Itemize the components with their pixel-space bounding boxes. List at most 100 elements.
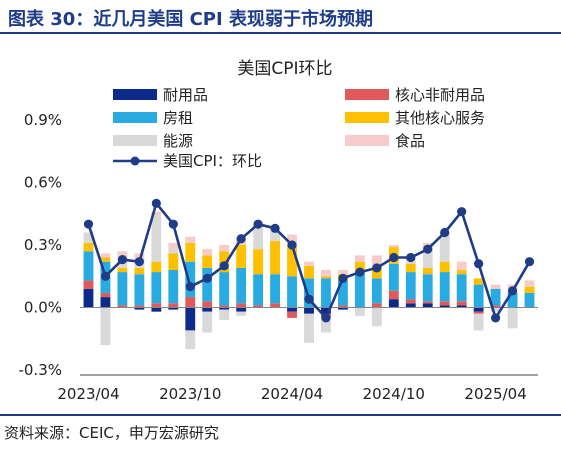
bar-rent [524,292,535,308]
bar-food [490,284,501,289]
bar-food [151,211,162,216]
bar-durables [287,307,297,312]
legend-label-cpi: 美国CPI：环比 [163,152,262,170]
bar-energy [422,249,433,268]
bar-food [185,236,196,243]
figure-source: 资料来源：CEIC，申万宏源研究 [4,424,219,442]
bar-food [219,245,230,252]
bar-other_core_services [321,276,331,279]
legend-swatch-core_other [345,89,389,100]
bar-other_core_services [456,270,467,275]
cpi-point [151,198,161,208]
bar-durables [439,305,450,308]
legend-swatch-food [345,135,389,146]
bar-food [321,270,331,277]
bar-durables [100,297,111,308]
cpi-point [474,259,484,269]
bar-rent [202,267,213,302]
legend-label-durables: 耐用品 [163,86,208,104]
cpi-point [304,294,314,304]
x-tick-label: 2025/04 [464,385,526,403]
bar-energy [202,311,213,333]
legend-label-other_core_services: 其他核心服务 [395,109,485,127]
bar-rent [473,284,484,308]
y-tick-label: 0.9% [24,111,62,129]
bar-energy [354,307,365,316]
bar-rent [185,261,196,298]
bar-food [388,245,399,248]
bar-rent [405,272,416,300]
bar-core_other [439,301,450,306]
bar-energy [100,307,111,345]
cpi-point [440,227,450,238]
bar-other_core_services [304,265,314,279]
bar-energy [405,261,416,264]
bar-core_other [202,301,213,308]
x-tick-label: 2024/10 [363,385,425,403]
bar-food [354,255,365,262]
bar-food [168,242,179,250]
legend-marker-cpi [130,156,140,166]
bar-durables [134,307,145,310]
cpi-point [134,257,144,267]
bar-other_core_services [134,267,145,275]
bar-other_core_services [253,249,264,275]
bar-core_other [422,301,433,304]
cpi-point [253,219,263,229]
bar-rent [371,278,382,304]
bar-rent [304,278,314,308]
bar-other_core_services [439,261,450,273]
cpi-point [338,273,348,283]
x-tick-label: 2023/10 [159,385,221,403]
y-tick-label: -0.3% [18,361,62,379]
bar-core_other [338,305,348,308]
bar-durables [422,303,433,308]
bar-food [304,261,314,266]
bar-rent [134,274,145,306]
bar-core_other [83,280,94,289]
legend-label-rent: 房租 [163,109,193,127]
bar-core_other [253,305,264,308]
bar-food [117,251,128,256]
cpi-point [287,240,297,250]
bar-core_other [456,301,467,306]
cpi-point [457,207,467,217]
chart-title: 美国CPI环比 [237,59,332,79]
bar-food [524,280,535,287]
y-tick-label: 0.6% [24,174,62,192]
bar-energy [236,311,247,316]
bar-durables [83,288,94,308]
bar-core_other [371,303,382,308]
legend-label-energy: 能源 [163,132,193,150]
bar-other_core_services [168,253,179,270]
cpi-point [236,234,246,244]
bar-rent [456,274,467,302]
bar-energy [371,307,382,327]
bar-energy [151,215,162,262]
bar-core_other [270,303,280,308]
bar-energy [490,307,501,312]
bar-durables [151,307,162,312]
cpi-point [117,254,128,265]
bar-other_core_services [524,286,535,293]
bar-rent [219,272,230,306]
bar-rent [151,272,162,304]
cpi-point [389,252,399,263]
bar-energy [83,232,94,243]
y-tick-label: 0.3% [24,236,62,254]
bar-durables [168,307,179,310]
figure-title: 图表 30：近几月美国 CPI 表现弱于市场预期 [8,9,373,30]
bar-other_core_services [287,245,297,277]
cpi-point [321,313,331,323]
bar-rent [253,274,264,306]
bar-other_core_services [83,242,94,252]
bar-core_other [388,290,399,300]
bar-durables [304,307,314,314]
bar-rent [422,274,433,302]
bar-other_core_services [422,267,433,275]
bar-core_other [185,297,196,308]
figure-header: 图表 30：近几月美国 CPI 表现弱于市场预期 [0,0,561,34]
bar-rent [117,272,128,306]
bar-core_other [287,311,297,318]
